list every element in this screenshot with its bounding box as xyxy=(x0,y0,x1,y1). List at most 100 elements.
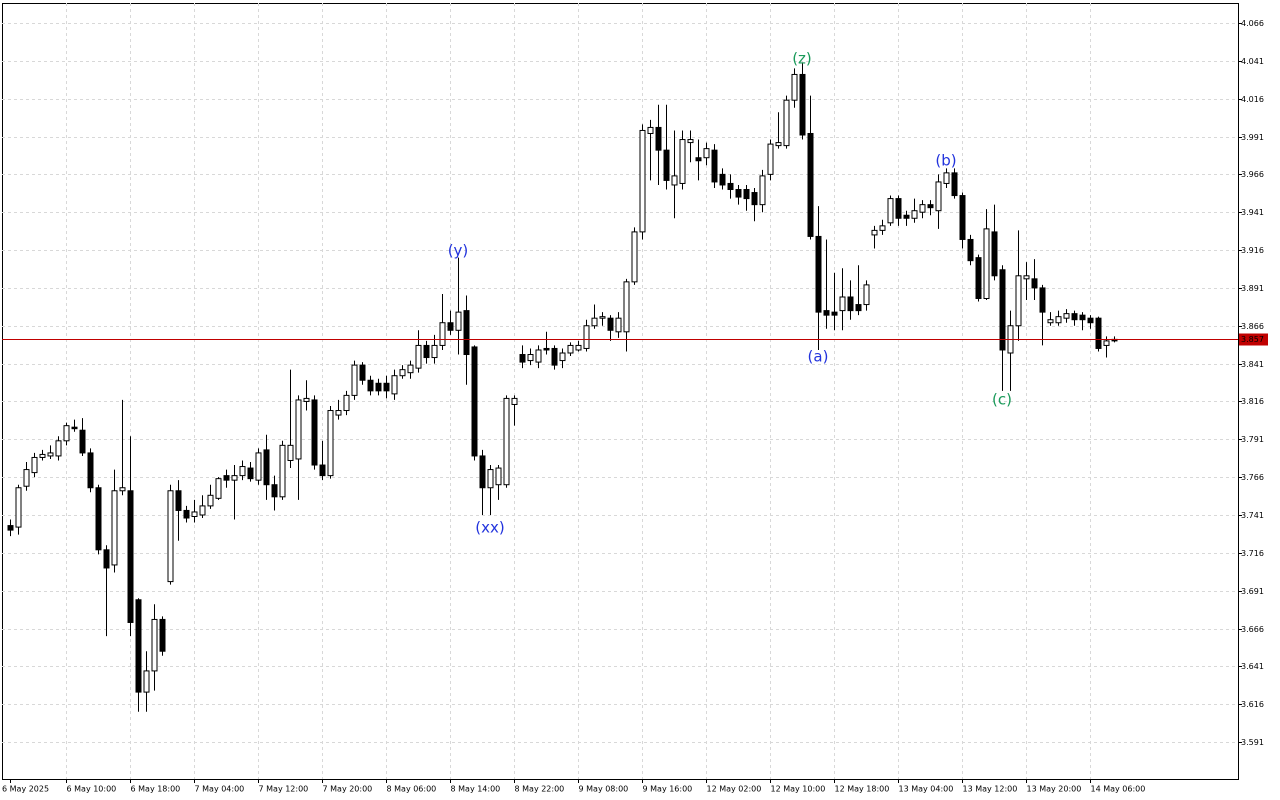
candle-body xyxy=(215,478,222,499)
candle-body xyxy=(559,352,566,362)
candle-body xyxy=(439,322,446,346)
candle-body xyxy=(615,317,622,333)
candle-body xyxy=(1031,278,1038,289)
candle-body xyxy=(159,618,166,652)
candle-body xyxy=(575,344,582,351)
candle-body xyxy=(15,487,22,528)
y-tick-label: 3.941 xyxy=(1241,208,1264,217)
wave-label: (a) xyxy=(808,348,829,366)
candle-body xyxy=(815,235,822,313)
x-tick-label: 12 May 02:00 xyxy=(707,785,762,794)
candle-body xyxy=(1023,275,1030,280)
plot-frame xyxy=(2,3,1239,780)
x-tick-label: 9 May 16:00 xyxy=(643,785,693,794)
y-tick-label: 3.916 xyxy=(1241,246,1264,255)
candle-body xyxy=(111,490,118,566)
candle-body xyxy=(311,399,318,466)
candle-body xyxy=(735,189,742,198)
y-tick-label: 3.666 xyxy=(1241,625,1264,634)
candle-body xyxy=(503,397,510,486)
x-tick-label: 7 May 04:00 xyxy=(195,785,245,794)
candle-body xyxy=(911,210,918,219)
candle-body xyxy=(887,198,894,224)
y-tick-label: 3.641 xyxy=(1241,662,1264,671)
candle-body xyxy=(1079,314,1086,321)
candle-body xyxy=(623,281,630,333)
y-tick-label: 4.041 xyxy=(1241,57,1264,66)
candle-body xyxy=(263,449,270,486)
candle-body xyxy=(383,382,390,392)
candle-body xyxy=(991,231,998,277)
x-tick-label: 6 May 10:00 xyxy=(67,785,117,794)
candle-body xyxy=(455,311,462,331)
candle-body xyxy=(943,172,950,184)
x-tick-label: 12 May 18:00 xyxy=(835,785,890,794)
candle-body xyxy=(351,364,358,396)
candle-body xyxy=(151,618,158,672)
candle-body xyxy=(399,369,406,377)
candle-body xyxy=(591,317,598,327)
candle-body xyxy=(671,175,678,186)
candle-body xyxy=(831,311,838,316)
candle-body xyxy=(431,344,438,359)
candle-body xyxy=(47,452,54,457)
candle-body xyxy=(687,139,694,144)
candle-body xyxy=(255,452,262,481)
candle-body xyxy=(287,444,294,461)
y-tick-label: 3.616 xyxy=(1241,700,1264,709)
candle-body xyxy=(1071,313,1078,321)
candle-body xyxy=(1087,317,1094,324)
candle-body xyxy=(415,344,422,369)
candle-body xyxy=(407,364,414,374)
candle-body xyxy=(759,175,766,206)
y-tick-label: 3.591 xyxy=(1241,738,1264,747)
y-tick-label: 3.891 xyxy=(1241,284,1264,293)
x-tick-label: 12 May 10:00 xyxy=(771,785,826,794)
wave-label: (b) xyxy=(935,152,956,170)
candle-body xyxy=(823,310,830,316)
candle-body xyxy=(471,346,478,457)
candle-body xyxy=(919,204,926,213)
current-price-label: 3.857 xyxy=(1241,335,1264,344)
candle-body xyxy=(63,425,70,442)
candle-body xyxy=(567,344,574,354)
candle-body xyxy=(519,354,526,363)
candle-body xyxy=(1039,287,1046,313)
candle-body xyxy=(807,132,814,237)
candle-body xyxy=(103,549,110,569)
candle-body xyxy=(295,399,302,460)
x-tick-label: 7 May 12:00 xyxy=(259,785,309,794)
candle-body xyxy=(695,157,702,162)
candle-body xyxy=(927,204,934,209)
candle-body xyxy=(935,181,942,212)
candle-body xyxy=(775,142,782,147)
candle-body xyxy=(143,670,150,693)
candle-body xyxy=(343,394,350,412)
candle-body xyxy=(879,225,886,231)
candle-body xyxy=(975,257,982,300)
y-tick-label: 3.966 xyxy=(1241,170,1264,179)
candle-body xyxy=(1015,275,1022,327)
candle-body xyxy=(959,195,966,240)
candle-body xyxy=(231,475,238,481)
x-tick-label: 8 May 22:00 xyxy=(515,785,565,794)
candle-body xyxy=(703,148,710,159)
candle-body xyxy=(799,73,806,136)
candle-body xyxy=(783,99,790,147)
current-price-box xyxy=(1239,333,1268,346)
candle-body xyxy=(639,129,646,233)
candle-body xyxy=(479,455,486,489)
candle-body xyxy=(655,126,662,151)
x-tick-label: 14 May 06:00 xyxy=(1091,785,1146,794)
candle-body xyxy=(847,296,854,312)
candle-body xyxy=(983,228,990,300)
candle-body xyxy=(375,382,382,392)
candle-body xyxy=(327,410,334,477)
candle-body xyxy=(31,456,38,474)
candle-body xyxy=(871,229,878,236)
x-tick-label: 8 May 06:00 xyxy=(387,785,437,794)
candle-body xyxy=(711,149,718,183)
x-tick-label: 13 May 20:00 xyxy=(1027,785,1082,794)
